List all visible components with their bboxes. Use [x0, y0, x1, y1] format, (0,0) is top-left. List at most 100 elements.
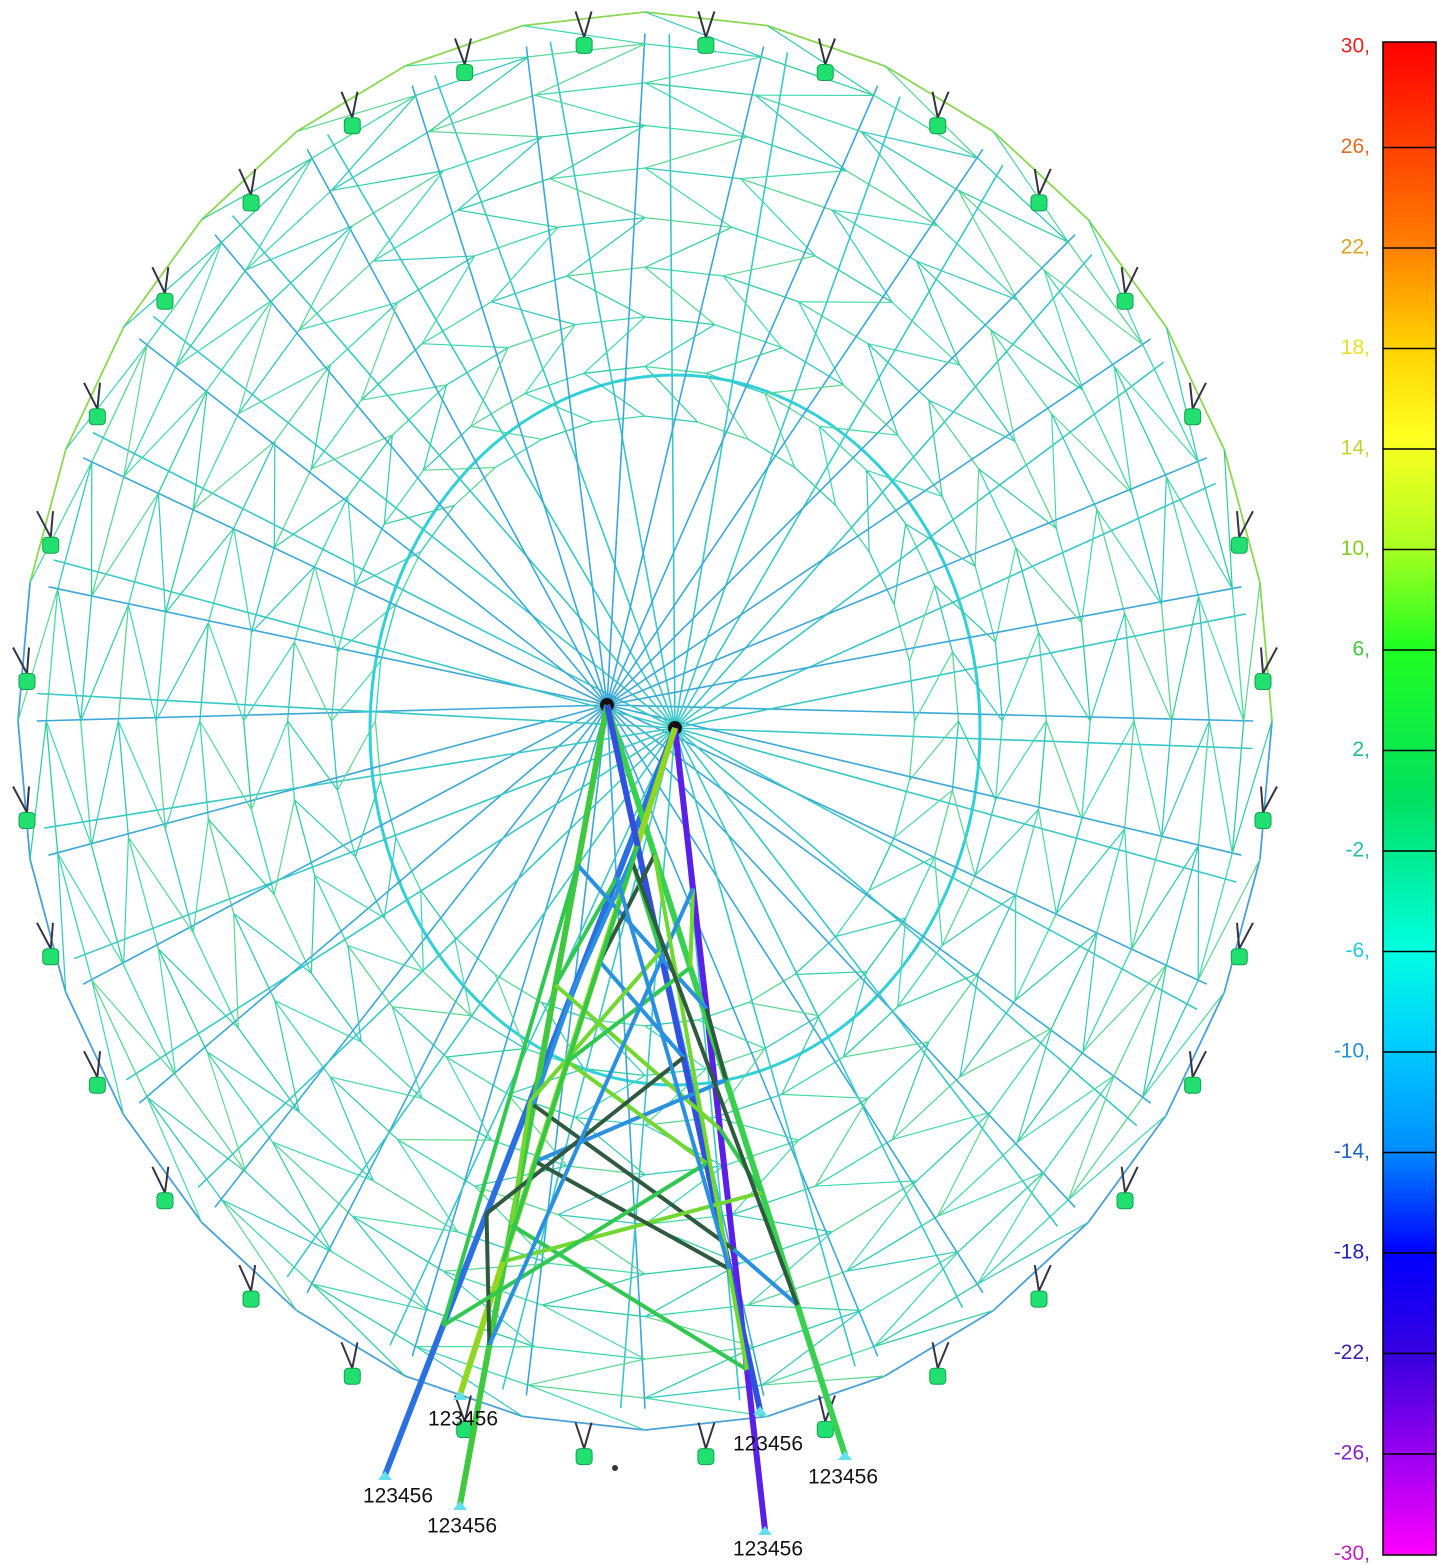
- spoke: [606, 234, 1076, 706]
- ring-segment: [644, 415, 698, 423]
- brace: [867, 343, 899, 436]
- legend-label: 14,: [1341, 437, 1370, 460]
- ring-segment: [928, 399, 980, 470]
- brace: [524, 324, 576, 394]
- legend-label: 26,: [1341, 135, 1370, 158]
- ring-segment: [1124, 720, 1135, 829]
- ring-segment: [644, 11, 768, 27]
- ring-segment: [379, 780, 397, 838]
- brace: [1045, 720, 1083, 820]
- brace: [542, 1273, 646, 1306]
- brace: [723, 255, 816, 277]
- brace: [846, 1180, 918, 1272]
- support-label: 123456: [428, 1408, 498, 1431]
- brace: [361, 384, 447, 401]
- brace: [1142, 991, 1225, 1098]
- brace: [331, 661, 382, 722]
- brace: [846, 1250, 959, 1272]
- brace: [1014, 894, 1017, 1001]
- ring-segment: [80, 596, 93, 722]
- ring-segment: [117, 604, 130, 722]
- hanger: [351, 91, 359, 118]
- brace: [273, 495, 349, 548]
- hanger: [824, 38, 836, 65]
- brace: [233, 528, 253, 633]
- brace: [1087, 219, 1144, 346]
- ring-segment: [274, 364, 331, 442]
- brace: [990, 329, 1084, 391]
- hanger: [704, 11, 716, 38]
- brace: [90, 720, 119, 846]
- ring-segment: [397, 255, 475, 304]
- hanger: [574, 1422, 586, 1449]
- ring-segment: [951, 651, 960, 722]
- ring-segment: [1082, 389, 1133, 494]
- ring-segment: [164, 828, 194, 933]
- ring-segment: [1165, 845, 1200, 966]
- brace: [337, 603, 397, 653]
- spoke: [606, 338, 1152, 706]
- gondola: [242, 1290, 260, 1308]
- ring-segment: [549, 167, 646, 180]
- ring-segment: [747, 438, 796, 469]
- brace: [843, 1041, 929, 1058]
- brace: [1124, 828, 1133, 949]
- brace: [1223, 449, 1233, 589]
- hanger: [697, 11, 707, 38]
- brace: [897, 972, 979, 1008]
- ring-segment: [192, 413, 239, 510]
- spoke: [674, 613, 1246, 729]
- hanger: [1259, 786, 1265, 813]
- ring-segment: [199, 720, 210, 820]
- hanger: [936, 91, 950, 119]
- brace: [274, 1000, 362, 1043]
- brace: [314, 566, 339, 652]
- ring-segment: [243, 632, 253, 722]
- brace: [1171, 596, 1200, 722]
- brace: [832, 209, 938, 227]
- brace: [905, 523, 976, 567]
- brace: [644, 366, 699, 423]
- ring-segment: [1043, 269, 1115, 367]
- ring-segment: [835, 889, 870, 937]
- brace: [207, 622, 245, 722]
- ring-segment: [723, 1139, 799, 1167]
- brace: [192, 819, 209, 933]
- hanger: [1191, 382, 1207, 410]
- ring-segment: [846, 170, 938, 227]
- gondola: [343, 117, 361, 135]
- brace: [957, 190, 1018, 301]
- brace: [1197, 859, 1261, 981]
- spoke: [36, 704, 608, 722]
- brace: [383, 435, 393, 525]
- ring-segment: [974, 566, 997, 643]
- spoke: [674, 96, 901, 729]
- ring-segment: [934, 789, 954, 857]
- ring-segment: [1016, 1051, 1084, 1143]
- ring-segment: [522, 1415, 646, 1431]
- spoke: [606, 704, 1242, 856]
- brace: [354, 780, 382, 857]
- brace: [959, 1027, 1052, 1078]
- hanger: [574, 11, 586, 38]
- brace: [127, 604, 157, 722]
- ring-segment: [959, 364, 1016, 442]
- tower-brace: [571, 845, 640, 991]
- ring-segment: [524, 372, 585, 395]
- tower-structure: [378, 704, 852, 1535]
- ring-segment: [272, 225, 353, 301]
- ring-segment: [175, 1075, 247, 1173]
- support-label: 123456: [733, 1433, 803, 1456]
- gondola: [1184, 1076, 1202, 1094]
- brace: [951, 790, 976, 876]
- spoke: [326, 133, 676, 729]
- brace: [644, 11, 763, 58]
- hanger: [1236, 922, 1241, 949]
- ring-segment: [1142, 344, 1199, 463]
- brace: [206, 1051, 300, 1113]
- ring-segment: [583, 365, 646, 374]
- ring-segment: [45, 720, 59, 854]
- hanger: [49, 511, 54, 538]
- hanger: [163, 267, 170, 294]
- ring-segment: [1124, 613, 1135, 722]
